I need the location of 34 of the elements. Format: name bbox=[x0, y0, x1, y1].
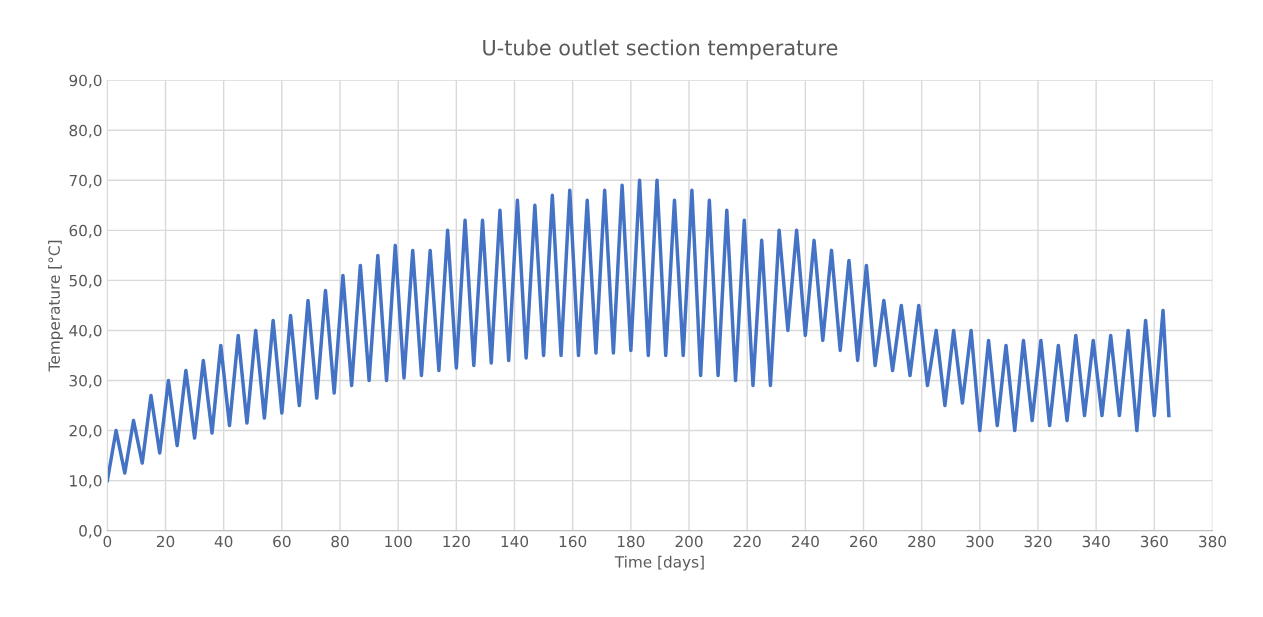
y-tick-label: 80,0 bbox=[69, 124, 102, 138]
x-tick-label: 220 bbox=[733, 535, 761, 548]
y-tick-label: 20,0 bbox=[69, 424, 102, 439]
y-tick-label: 60,0 bbox=[69, 224, 102, 238]
y-tick-label: 70,0 bbox=[69, 174, 102, 188]
x-tick-label: 140 bbox=[501, 535, 529, 548]
x-tick-label: 320 bbox=[1024, 535, 1052, 548]
y-tick-label: 50,0 bbox=[69, 274, 102, 288]
y-axis-title: Temperature [°C] bbox=[48, 240, 63, 372]
x-tick-label: 40 bbox=[214, 535, 233, 548]
y-tick-label: 40,0 bbox=[69, 324, 102, 339]
x-axis-title: Time [days] bbox=[614, 555, 704, 571]
x-tick-label: 60 bbox=[273, 535, 291, 548]
x-tick-label: 340 bbox=[1082, 535, 1110, 548]
y-tick-label: 10,0 bbox=[70, 475, 102, 489]
x-tick-label: 180 bbox=[617, 535, 645, 548]
x-tick-label: 20 bbox=[156, 535, 175, 548]
x-tick-label: 0 bbox=[103, 535, 112, 548]
x-tick-label: 260 bbox=[850, 535, 878, 548]
x-tick-label: 280 bbox=[908, 535, 936, 548]
x-tick-label: 300 bbox=[966, 535, 994, 548]
y-tick-label: 30,0 bbox=[69, 374, 102, 389]
x-tick-label: 360 bbox=[1140, 535, 1168, 548]
y-tick-label: 0,0 bbox=[79, 525, 102, 539]
chart-title: U-tube outlet section temperature bbox=[483, 39, 838, 60]
x-tick-label: 120 bbox=[443, 535, 470, 548]
x-tick-label: 200 bbox=[675, 535, 703, 548]
line-series bbox=[107, 178, 1171, 483]
x-tick-label: 240 bbox=[791, 535, 819, 548]
x-tick-label: 380 bbox=[1199, 535, 1227, 548]
x-tick-label: 100 bbox=[385, 535, 412, 548]
y-tick-label: 90,0 bbox=[69, 74, 102, 88]
x-tick-label: 160 bbox=[559, 535, 587, 548]
x-tick-label: 80 bbox=[331, 535, 349, 548]
